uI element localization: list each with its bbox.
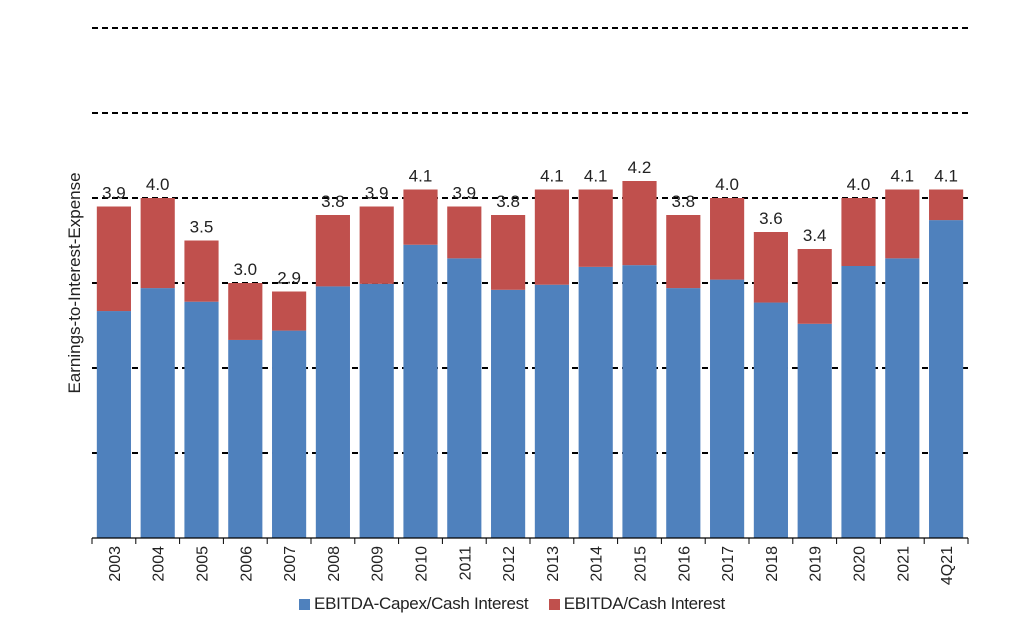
x-tick-label: 2020 [852,546,869,582]
legend-swatch-ebitda-capex [299,598,311,610]
x-tick-label: 2006 [238,546,255,582]
total-label: 4.0 [847,175,871,194]
bar-ebitda-capex [666,288,701,538]
x-tick-label: 2011 [457,546,474,581]
total-label: 3.6 [759,209,783,228]
x-tick-label: 2012 [501,546,518,582]
x-tick-label: 2010 [414,546,431,582]
x-tick-label: 2018 [764,546,781,582]
bar-ebitda-capex [622,265,657,538]
x-axis: 2003 2004 2005 2006 2007 2008 2009 2010 2011 2012… [91,537,969,585]
bar-ebitda-capex [841,266,876,538]
bar-ebitda [228,283,263,340]
x-tick-label: 2016 [676,546,693,582]
data-labels: 3.9 4.0 3.5 3.0 2.9 3.8 3.9 4.1 3.9 3.8 4.1 4.1 4.2 3… [102,158,958,288]
x-tick-label: 2003 [107,546,124,582]
bar-ebitda-capex [491,289,526,538]
x-tick-label: 2013 [545,546,562,582]
bar-ebitda-capex [447,258,482,538]
total-label: 3.8 [671,192,695,211]
bar-ebitda [841,198,876,266]
bar-ebitda-capex [315,286,350,538]
bar-ebitda [622,181,657,266]
total-label: 4.2 [628,158,652,177]
x-tick-label: 2007 [282,546,299,582]
bar-ebitda [359,206,394,284]
bar-ebitda-capex [359,283,394,538]
total-label: 4.1 [540,167,564,186]
x-tick-label: 2015 [633,546,650,582]
x-tick-label: 2017 [720,546,737,582]
bar-ebitda-capex [228,339,263,538]
y-axis-label: Earnings-to-Interest-Expense [65,172,84,393]
bar-ebitda-capex [710,279,745,538]
x-tick-label: 2008 [326,546,343,582]
bar-ebitda-capex [797,323,832,538]
bar-ebitda [753,232,788,303]
total-label: 3.9 [452,184,476,203]
bar-ebitda-capex [96,311,131,538]
bar-ebitda-capex [885,258,920,538]
x-tick-label: 2019 [808,546,825,582]
bar-ebitda-capex [184,301,219,538]
gridlines [92,27,968,454]
total-label: 4.1 [934,167,958,186]
bar-ebitda [403,189,438,245]
bar-ebitda [929,189,964,221]
x-tick-label: 2005 [195,546,212,582]
total-label: 3.8 [321,192,345,211]
bar-ebitda [272,291,307,331]
total-label: 3.0 [233,260,257,279]
bar-ebitda [710,198,745,280]
bar-ebitda [797,249,832,324]
total-label: 2.9 [277,269,301,288]
bar-ebitda [140,198,175,289]
x-tick-label: 2004 [151,546,168,582]
bar-ebitda [491,215,526,290]
bar-ebitda [666,215,701,289]
total-label: 3.9 [102,184,126,203]
legend-label-ebitda-capex: EBITDA-Capex/Cash Interest [314,594,529,613]
bar-ebitda-capex [578,266,613,538]
total-label: 3.4 [803,226,827,245]
bar-ebitda [885,189,920,259]
bar-ebitda [315,215,350,287]
x-tick-label: 2009 [370,546,387,582]
total-label: 4.0 [715,175,739,194]
bar-ebitda [96,206,131,312]
x-tick-label: 2021 [895,546,912,582]
bar-ebitda [184,240,219,302]
total-label: 4.0 [146,175,170,194]
x-tick-label: 2014 [589,546,606,582]
total-label: 4.1 [890,167,914,186]
bar-ebitda-capex [272,330,307,538]
legend-item-ebitda: EBITDA/Cash Interest [548,594,726,614]
bar-ebitda-capex [929,220,964,538]
legend-swatch-ebitda [548,598,560,610]
legend-item-ebitda-capex: EBITDA-Capex/Cash Interest [299,594,529,614]
bar-ebitda [534,189,569,285]
total-label: 3.5 [190,218,214,237]
legend: EBITDA-Capex/Cash Interest EBITDA/Cash I… [0,594,1024,615]
bar-ebitda-capex [753,302,788,538]
bar-ebitda-capex [403,244,438,538]
total-label: 4.1 [584,167,608,186]
total-label: 3.9 [365,184,389,203]
total-label: 4.1 [409,167,433,186]
bar-ebitda-capex [534,284,569,538]
bar-ebitda-capex [140,288,175,538]
bar-ebitda [578,189,613,267]
x-tick-label: 4Q21 [939,546,956,585]
bar-ebitda [447,206,482,259]
legend-label-ebitda: EBITDA/Cash Interest [563,594,726,613]
bars [96,181,964,538]
total-label: 3.8 [496,192,520,211]
